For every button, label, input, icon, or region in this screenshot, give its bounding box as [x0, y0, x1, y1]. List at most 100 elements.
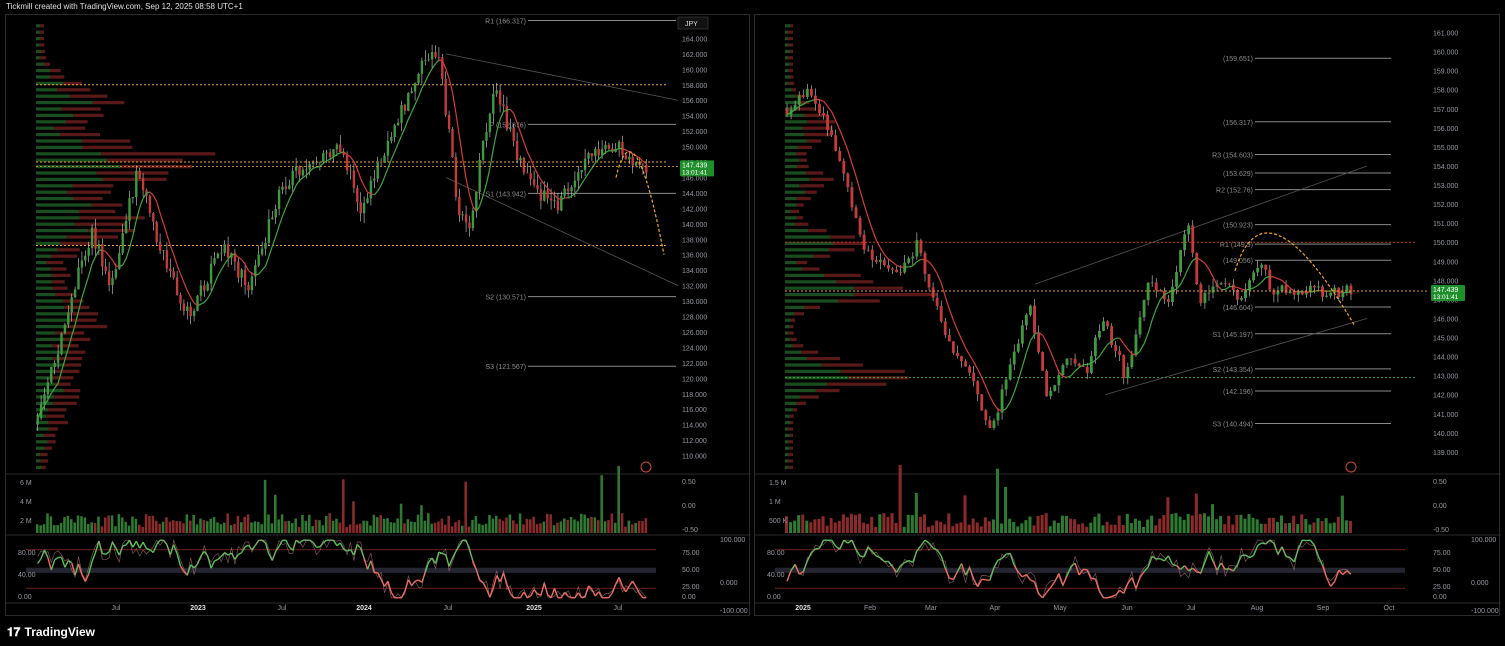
moving-average-segment: [819, 99, 824, 102]
volume-bar: [1223, 524, 1227, 533]
oscillator-signal-line: [37, 539, 647, 599]
volume-profile-bar-down: [804, 305, 820, 309]
moving-average-segment: [798, 103, 804, 107]
volume-right-tick-label: 0.00: [1433, 503, 1447, 510]
candle-down: [850, 187, 854, 208]
volume-bar: [80, 516, 83, 533]
oscillator-main-segment: [179, 565, 185, 572]
candle-up: [570, 187, 573, 192]
candle-up: [492, 93, 495, 114]
volume-bar: [1251, 517, 1255, 533]
moving-average-segment: [67, 335, 73, 349]
volume-profile-bar-down: [88, 229, 136, 233]
volume-profile-bar-up: [36, 101, 93, 105]
moving-average-segment: [111, 259, 117, 267]
candle-up: [97, 243, 101, 249]
volume-bar: [403, 523, 406, 533]
volume-profile-bar-down: [796, 216, 803, 220]
right-chart-svg[interactable]: 161.000160.000159.000158.000157.000156.0…: [755, 15, 1501, 617]
right-chart-panel[interactable]: 161.000 160.000 159.000 158.000 157.000 156.0…: [754, 14, 1501, 617]
moving-average-segment: [1143, 333, 1149, 345]
volume-profile-bar-down: [789, 414, 794, 418]
candle-up: [1126, 367, 1130, 378]
price-tick-label: 161.000: [1433, 31, 1458, 38]
volume-profile-bar-down: [788, 459, 793, 463]
left-chart-svg[interactable]: 164.000162.000160.000158.000156.000154.0…: [6, 15, 751, 617]
candle-up: [301, 169, 305, 176]
candle-up: [560, 195, 563, 211]
oscillator-main-segment: [1074, 562, 1080, 576]
volume-bar: [583, 514, 586, 533]
candle-up: [1029, 305, 1032, 315]
oscillator-main-segment: [526, 595, 532, 599]
volume-bar: [1146, 519, 1150, 533]
moving-average-segment: [1038, 331, 1043, 336]
moving-average-segment: [605, 150, 610, 153]
volume-bar: [410, 521, 413, 533]
volume-bar: [416, 514, 420, 533]
volume-profile-bar-up: [36, 453, 41, 457]
moving-average-segment: [1139, 343, 1145, 352]
candle-up: [1012, 351, 1016, 365]
volume-profile-bar-up: [36, 389, 64, 393]
volume-bar: [1016, 526, 1020, 533]
moving-average-segment: [622, 148, 627, 151]
moving-average-segment: [91, 256, 97, 264]
volume-profile-bar-down: [51, 273, 71, 277]
volume-profile-bar-up: [785, 203, 797, 207]
oscillator-main-segment: [615, 577, 620, 585]
candle-down: [179, 295, 182, 304]
volume-profile-bar-down: [40, 24, 45, 28]
volume-bar: [440, 518, 444, 533]
volume-bar: [870, 516, 874, 533]
moving-average-segment: [213, 275, 219, 285]
volume-bar: [331, 520, 335, 533]
price-tick-label: 116.000: [682, 407, 707, 414]
candle-down: [976, 381, 980, 395]
moving-average-segment: [394, 143, 399, 152]
candle-up: [1345, 285, 1349, 292]
volume-profile-bar-up: [785, 88, 792, 92]
volume-bar: [301, 515, 304, 533]
volume-profile-bar-up: [785, 395, 800, 399]
candle-up: [1093, 337, 1097, 357]
volume-bar: [1048, 526, 1052, 533]
price-tick-label: 136.000: [682, 253, 707, 260]
volume-bar: [801, 514, 805, 533]
volume-bar: [1206, 516, 1210, 533]
left-chart-panel[interactable]: 164.000 162.000 160.000 158.000 156.000 154.0…: [5, 14, 751, 617]
volume-bar: [314, 519, 318, 533]
moving-average-segment: [924, 259, 930, 263]
candle-up: [1280, 285, 1284, 292]
candle-down: [566, 188, 570, 192]
volume-profile-bar-down: [827, 248, 855, 252]
candle-down: [834, 135, 838, 152]
moving-average-segment: [1208, 269, 1214, 278]
oscillator-main-segment: [1289, 557, 1295, 563]
trend-channel-line: [1104, 318, 1368, 396]
volume-bar: [785, 516, 789, 533]
volume-profile-bar-up: [36, 344, 53, 348]
moving-average-segment: [411, 104, 416, 113]
volume-profile-bar-down: [70, 318, 97, 322]
moving-average-segment: [1200, 259, 1206, 264]
volume-profile-bar-up: [785, 56, 788, 60]
volume-profile-bar-down: [51, 280, 65, 284]
volume-profile-bar-up: [785, 382, 827, 386]
volume-profile-bar-up: [785, 363, 822, 367]
moving-average-segment: [489, 148, 494, 169]
candle-up: [118, 253, 121, 270]
moving-average-segment: [404, 119, 409, 129]
volume-profile-bar-down: [789, 446, 794, 450]
candle-up: [1142, 300, 1146, 318]
volume-profile-bar-up: [785, 459, 789, 463]
oscillator-main-segment: [336, 542, 341, 547]
volume-bar: [841, 514, 845, 533]
moving-average-segment: [380, 176, 386, 186]
tradingview-logo[interactable]: 𝟏𝟕 TradingView: [7, 625, 95, 640]
moving-average-segment: [383, 168, 389, 178]
candle-down: [1073, 358, 1077, 364]
volume-bar: [42, 524, 46, 533]
oscillator-left-tick-label: 80.00: [18, 550, 36, 557]
volume-bar: [959, 522, 963, 533]
